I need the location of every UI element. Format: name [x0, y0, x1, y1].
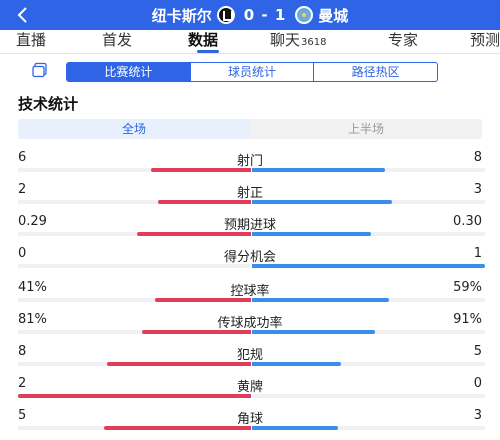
home-bar [136, 232, 251, 236]
away-value: 91% [453, 312, 482, 327]
away-bar-track [252, 200, 485, 204]
stat-label: 犯规 [236, 348, 263, 363]
stat-row: 41% 控球率 59% [0, 280, 500, 312]
stat-row: 2 黄牌 0 [0, 376, 500, 408]
home-bar-track [18, 264, 251, 268]
stat-label: 射正 [236, 186, 263, 201]
stat-label: 传球成功率 [217, 316, 283, 331]
home-value: 81% [18, 312, 47, 327]
stat-label: 黄牌 [236, 380, 263, 395]
home-bar-track [18, 394, 251, 398]
home-bar [18, 394, 251, 398]
home-bar-track [18, 200, 251, 204]
away-value: 59% [453, 280, 482, 295]
home-bar-track [18, 298, 251, 302]
stat-row: 0.29 预期进球 0.30 [0, 214, 500, 246]
home-value: 5 [18, 408, 27, 423]
home-value: 2 [18, 182, 27, 197]
stat-row: 6 射门 8 [0, 150, 500, 182]
stats-segment-control: 比赛统计 球员统计 路径热区 [66, 62, 438, 82]
match-header: 纽卡斯尔 0 - 1 曼城 [0, 0, 500, 30]
newcastle-crest-icon [216, 6, 235, 24]
stat-label: 得分机会 [223, 250, 276, 265]
home-team-name: 纽卡斯尔 [151, 6, 212, 25]
home-bar-track [18, 330, 251, 334]
stat-row: 8 犯规 5 [0, 344, 500, 376]
segment-match-stats[interactable]: 比赛统计 [67, 63, 190, 81]
away-bar-track [252, 298, 485, 302]
away-value: 3 [473, 408, 482, 423]
stat-label: 射门 [236, 154, 263, 169]
home-bar-track [18, 362, 251, 366]
tab-data[interactable]: 数据 [188, 31, 219, 49]
stat-label: 预期进球 [223, 218, 276, 233]
away-value: 5 [473, 344, 482, 359]
away-bar [252, 232, 371, 236]
mancity-crest-icon [295, 6, 314, 24]
home-value: 0.29 [18, 214, 47, 229]
away-bar-track [252, 232, 485, 236]
home-value: 8 [18, 344, 27, 359]
tab-lineup[interactable]: 首发 [102, 31, 133, 49]
away-value: 8 [473, 150, 482, 165]
away-bar [252, 298, 390, 302]
tab-chat[interactable]: 聊天3618 [270, 31, 327, 49]
away-team-name: 曼城 [318, 6, 349, 25]
stat-label: 控球率 [230, 284, 270, 299]
period-selector: 全场 上半场 [18, 119, 482, 139]
home-bar [155, 298, 251, 302]
stat-row: 81% 传球成功率 91% [0, 312, 500, 344]
tab-experts[interactable]: 专家 [388, 31, 419, 49]
tab-predict[interactable]: 预测 [470, 31, 500, 49]
away-bar-track [252, 394, 485, 398]
home-value: 41% [18, 280, 47, 295]
away-bar [252, 330, 376, 334]
away-bar-track [252, 426, 485, 430]
home-value: 6 [18, 150, 27, 165]
section-title: 技术统计 [18, 95, 79, 113]
top-tabs: 直播 首发 数据 聊天3618 专家 预测 [0, 30, 500, 54]
home-value: 2 [18, 376, 27, 391]
home-bar [150, 168, 251, 172]
stat-label: 角球 [236, 412, 263, 427]
away-bar [252, 362, 341, 366]
home-bar [106, 362, 251, 366]
stat-row: 5 角球 3 [0, 408, 500, 440]
chat-count: 3618 [301, 37, 327, 48]
segment-heatmap[interactable]: 路径热区 [313, 63, 437, 81]
stat-row: 0 得分机会 1 [0, 246, 500, 278]
back-arrow-icon[interactable] [12, 4, 34, 26]
away-bar-track [252, 264, 485, 268]
away-value: 0.30 [453, 214, 482, 229]
active-tab-indicator [197, 50, 219, 53]
tab-live[interactable]: 直播 [16, 31, 47, 49]
period-first-half[interactable]: 上半场 [250, 119, 482, 139]
match-score: 0 - 1 [243, 6, 287, 24]
match-title: 纽卡斯尔 0 - 1 曼城 [0, 0, 500, 30]
segment-player-stats[interactable]: 球员统计 [189, 63, 314, 81]
away-value: 3 [473, 182, 482, 197]
toggle-view-icon[interactable] [32, 62, 48, 78]
away-value: 1 [473, 246, 482, 261]
home-bar [104, 426, 251, 430]
away-value: 0 [473, 376, 482, 391]
away-bar [252, 200, 392, 204]
home-value: 0 [18, 246, 27, 261]
away-bar-track [252, 330, 485, 334]
home-bar-track [18, 232, 251, 236]
home-bar-track [18, 168, 251, 172]
away-bar-track [252, 362, 485, 366]
home-bar-track [18, 426, 251, 430]
away-bar [252, 168, 385, 172]
away-bar-track [252, 168, 485, 172]
home-bar [141, 330, 251, 334]
away-bar [252, 264, 485, 268]
away-bar [252, 426, 339, 430]
stat-row: 2 射正 3 [0, 182, 500, 214]
period-full-match[interactable]: 全场 [18, 119, 250, 139]
home-bar [157, 200, 251, 204]
